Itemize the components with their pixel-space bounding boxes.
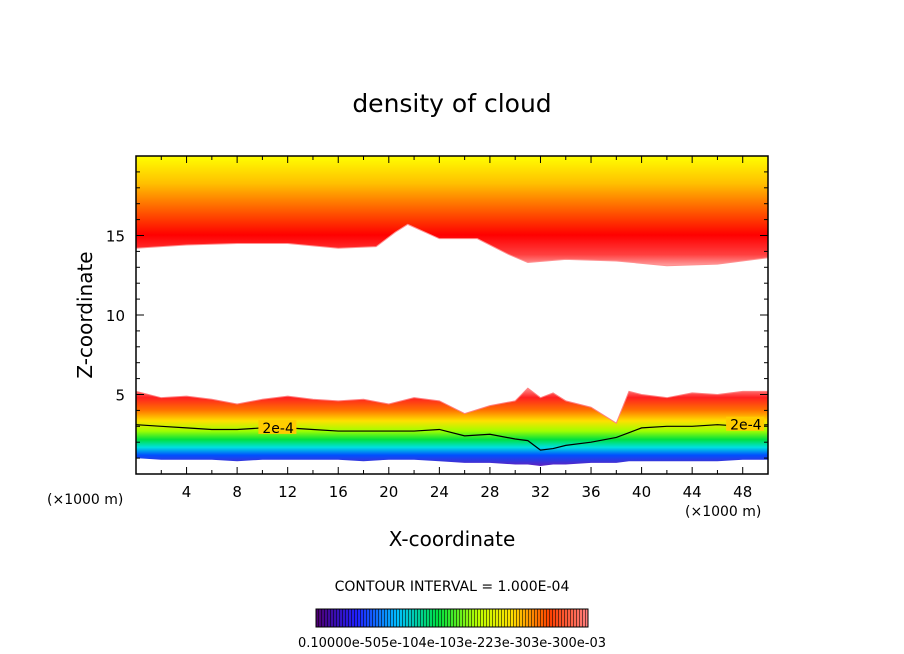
contour-lines: 2e-4 2e-4 [135,223,769,451]
colorbar [315,608,589,628]
chart-title: density of cloud [352,89,551,118]
y-tick-label: 15 [106,228,125,246]
contour-line-2e-4 [135,424,769,451]
contour-label: 2e-4 [730,418,762,434]
x-tick-label: 36 [581,483,600,501]
contour-label-bg [258,419,297,434]
x-tick-label: 40 [632,483,651,501]
x-tick-label: 32 [531,483,550,501]
y-axis-label: Z-coordinate [73,251,97,378]
y-ticks: 5 10 15 [106,171,768,459]
x-tick-label: 16 [329,483,348,501]
plot-area [136,156,768,467]
x-tick-label: 8 [232,483,242,501]
x-axis-label: X-coordinate [389,527,516,551]
x-tick-label: 24 [430,483,449,501]
x-tick-label: 20 [379,483,398,501]
lower-cloud-layer [136,388,768,467]
contour-label: 2e-4 [262,421,294,437]
contour-interval-note: CONTOUR INTERVAL = 1.000E-04 [335,579,570,595]
x-tick-label: 28 [480,483,499,501]
x-unit-right: (×1000 m) [685,504,761,520]
lower-layer-edge [135,387,768,424]
colorbar-labels: 0.10000e-505e-104e-103e-223e-303e-300e-0… [298,636,606,651]
x-tick-label: 12 [278,483,297,501]
colorbar-frame [315,608,589,628]
x-unit-left: (×1000 m) [47,492,123,508]
y-tick-label: 10 [106,307,125,325]
upper-cloud-layer [136,156,768,266]
upper-layer-edge [135,223,769,267]
y-tick-label: 5 [115,387,125,405]
colorbar-stripes [316,609,588,627]
x-tick-label: 48 [733,483,752,501]
contour-label-bg [726,416,765,431]
x-ticks: 4 8 12 16 20 24 28 32 36 40 44 48 [160,156,752,501]
x-tick-label: 44 [683,483,702,501]
x-tick-label: 4 [182,483,192,501]
